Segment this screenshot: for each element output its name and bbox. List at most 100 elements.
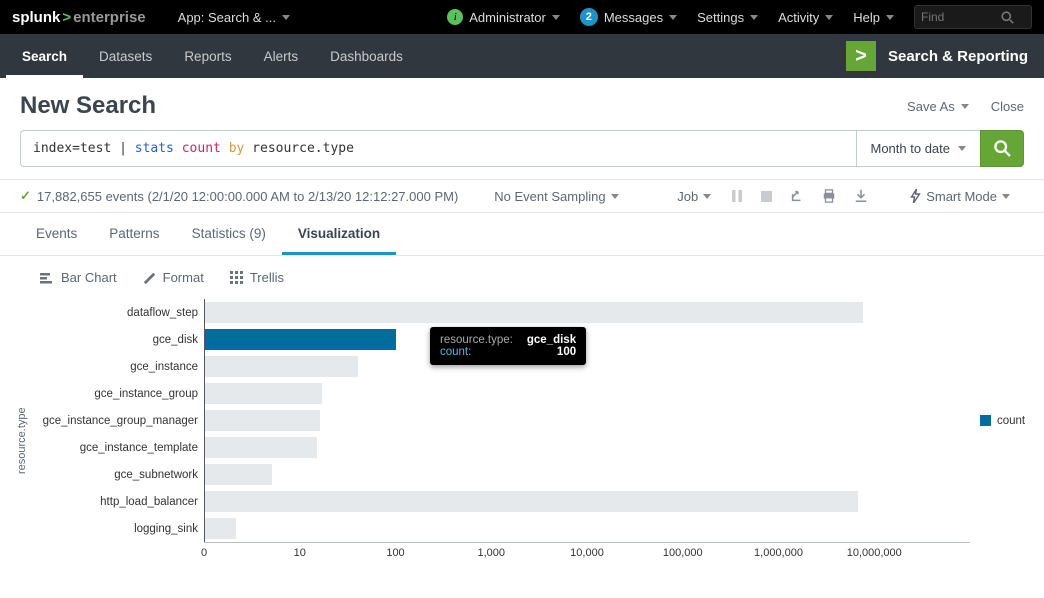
tooltip-value: 100: [557, 346, 576, 358]
y-axis-title: resource.type: [14, 299, 34, 562]
format-button[interactable]: Format: [143, 270, 204, 285]
y-axis-label: gce_instance_group: [34, 388, 204, 400]
x-axis-label: 1,000,000: [754, 547, 803, 559]
legend-item[interactable]: count: [980, 415, 1025, 427]
share-icon[interactable]: [790, 189, 804, 203]
chart-row: http_load_balancer: [34, 488, 970, 515]
chart-container: resource.type dataflow_stepgce_diskgce_i…: [0, 299, 1044, 572]
chart-legend: count: [970, 299, 1030, 562]
y-axis-label: gce_instance: [34, 361, 204, 373]
brand-enterprise: enterprise: [73, 9, 146, 26]
chevron-right-icon: >: [855, 45, 867, 68]
chart-bar[interactable]: [205, 464, 272, 485]
chevron-down-icon: [750, 15, 758, 20]
chevron-down-icon: [1002, 194, 1010, 199]
close-button[interactable]: Close: [991, 99, 1024, 114]
app-switcher[interactable]: App: Search & ...: [168, 10, 300, 25]
nav-item-dashboards[interactable]: Dashboards: [314, 34, 419, 78]
messages-menu[interactable]: 2 Messages: [570, 8, 687, 26]
brand: splunk>enterprise: [12, 9, 146, 26]
brush-icon: [143, 271, 156, 284]
search-mode-menu[interactable]: Smart Mode: [910, 189, 1010, 204]
chart-bar[interactable]: [205, 302, 863, 323]
y-axis-label: gce_instance_template: [34, 442, 204, 454]
trellis-button[interactable]: Trellis: [230, 270, 284, 285]
events-summary: 17,882,655 events (2/1/20 12:00:00.000 A…: [37, 189, 458, 204]
chart-row: gce_subnetwork: [34, 461, 970, 488]
administrator-menu[interactable]: i Administrator: [437, 9, 570, 25]
chevron-down-icon: [282, 15, 290, 20]
tooltip-key: count:: [440, 346, 471, 358]
print-icon[interactable]: [822, 189, 836, 203]
settings-label: Settings: [697, 10, 744, 25]
x-axis-label: 1,000: [477, 547, 505, 559]
search-icon: [1001, 11, 1014, 24]
run-search-button[interactable]: [980, 130, 1024, 167]
bar-track: [204, 326, 970, 353]
activity-menu[interactable]: Activity: [768, 10, 843, 25]
chart-bar[interactable]: [205, 329, 396, 350]
stop-icon[interactable]: [761, 191, 772, 202]
chevron-down-icon: [669, 15, 677, 20]
nav-item-datasets[interactable]: Datasets: [83, 34, 168, 78]
nav-item-alerts[interactable]: Alerts: [248, 34, 315, 78]
chart-bar[interactable]: [205, 437, 317, 458]
job-menu[interactable]: Job: [677, 189, 711, 204]
bolt-icon: [910, 189, 921, 203]
query-token: by: [229, 141, 245, 156]
administrator-label: Administrator: [469, 10, 546, 25]
pause-icon[interactable]: [731, 190, 743, 202]
y-axis-label: gce_instance_group_manager: [34, 415, 204, 427]
nav-item-search[interactable]: Search: [6, 34, 83, 78]
chart-bar[interactable]: [205, 356, 358, 377]
activity-label: Activity: [778, 10, 819, 25]
chart-bar[interactable]: [205, 410, 320, 431]
tab-patterns[interactable]: Patterns: [93, 213, 175, 255]
query-token: resource.type: [252, 141, 354, 156]
bar-track: [204, 434, 970, 461]
help-menu[interactable]: Help: [843, 10, 904, 25]
sampling-menu[interactable]: No Event Sampling: [494, 189, 618, 204]
tab-events[interactable]: Events: [20, 213, 93, 255]
query-input[interactable]: index=test | stats count by resource.typ…: [20, 130, 856, 167]
chart-bar[interactable]: [205, 518, 236, 539]
title-row: New Search Save As Close: [0, 78, 1044, 130]
query-token: index=test: [33, 141, 119, 156]
chart-bar[interactable]: [205, 383, 322, 404]
job-controls: [731, 189, 868, 203]
page-title: New Search: [20, 92, 156, 120]
save-as-menu[interactable]: Save As: [907, 99, 969, 114]
tooltip-value: gce_disk: [527, 334, 576, 346]
x-axis-label: 100: [386, 547, 404, 559]
nav-item-reports[interactable]: Reports: [168, 34, 247, 78]
brand-splunk: splunk: [12, 9, 60, 26]
bar-track: [204, 515, 970, 542]
settings-menu[interactable]: Settings: [687, 10, 768, 25]
x-axis-label: 0: [201, 547, 207, 559]
chart-type-picker[interactable]: Bar Chart: [40, 270, 117, 285]
bar-track: [204, 380, 970, 407]
time-range-label: Month to date: [871, 141, 951, 156]
app-navbar: SearchDatasetsReportsAlertsDashboards > …: [0, 34, 1044, 78]
download-icon[interactable]: [854, 189, 868, 203]
time-range-picker[interactable]: Month to date: [856, 130, 981, 167]
chart-type-label: Bar Chart: [61, 270, 117, 285]
chart-bar[interactable]: [205, 491, 858, 512]
tab-visualization[interactable]: Visualization: [282, 213, 396, 255]
find-input[interactable]: [921, 10, 1001, 24]
query-token: stats: [135, 141, 174, 156]
messages-count-badge: 2: [580, 8, 598, 26]
bar-track: [204, 353, 970, 380]
bar-track: [204, 488, 970, 515]
tab-statistics-[interactable]: Statistics (9): [176, 213, 282, 255]
query-token: count: [182, 141, 221, 156]
close-label: Close: [991, 99, 1024, 114]
chevron-down-icon: [825, 15, 833, 20]
status-row: ✓ 17,882,655 events (2/1/20 12:00:00.000…: [0, 179, 1044, 213]
app-title: Search & Reporting: [888, 48, 1028, 65]
global-find[interactable]: [914, 5, 1032, 29]
chart-row: gce_instance_template: [34, 434, 970, 461]
x-axis-label: 10: [294, 547, 306, 559]
bar-track: [204, 407, 970, 434]
chart-row: logging_sink: [34, 515, 970, 542]
